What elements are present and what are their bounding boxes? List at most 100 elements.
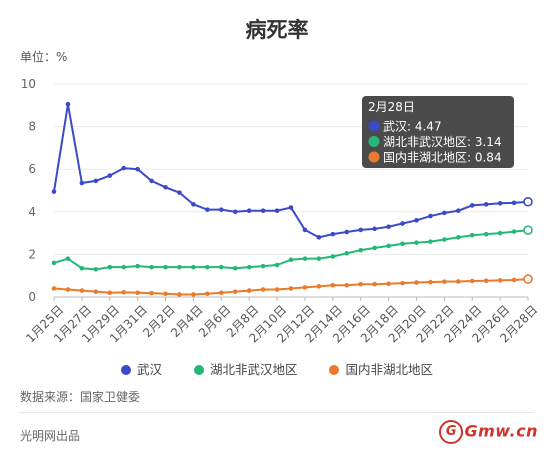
data-point: [330, 254, 336, 259]
data-point: [316, 284, 322, 289]
data-point: [107, 264, 113, 270]
legend-label: 湖北非武汉地区: [209, 362, 298, 377]
data-point: [483, 278, 489, 284]
data-point: [414, 218, 419, 223]
data-point: [191, 264, 196, 270]
legend-item-outside-hubei[interactable]: 国内非湖北地区: [329, 359, 433, 378]
data-point: [79, 288, 85, 293]
data-point: [218, 207, 224, 212]
data-point: [330, 231, 336, 237]
data-point: [386, 224, 391, 230]
data-point: [372, 226, 377, 232]
data-point: [414, 280, 419, 285]
footer-divider: [20, 412, 534, 413]
publisher-credit: 光明网出品: [20, 429, 81, 443]
legend-label: 武汉: [136, 362, 162, 377]
data-point: [511, 200, 517, 206]
data-point: [400, 280, 405, 286]
data-point: [523, 196, 533, 207]
data-point: [455, 279, 461, 284]
data-point: [497, 278, 503, 283]
data-point: [428, 213, 433, 219]
data-point: [523, 225, 533, 235]
data-point: [511, 277, 517, 283]
legend-dot-icon: [193, 365, 204, 375]
data-point: [386, 243, 391, 249]
data-point: [246, 288, 252, 293]
data-point: [302, 227, 308, 233]
tooltip-marker-icon: [368, 120, 380, 132]
data-point: [121, 165, 127, 171]
y-tick-label: 8: [28, 120, 36, 134]
data-point: [344, 282, 350, 288]
y-tick-label: 10: [21, 77, 36, 91]
data-point: [316, 235, 322, 240]
data-point: [107, 290, 113, 296]
data-point: [51, 286, 57, 291]
logo-text: Gmw.cn: [464, 421, 538, 441]
data-point: [163, 291, 168, 297]
line-chart: 02468101月25日1月27日1月29日1月31日2月2日2月4日2月6日2…: [21, 77, 541, 346]
data-point: [232, 289, 238, 294]
data-point: [260, 287, 266, 292]
data-source: 数据来源：国家卫健委: [20, 390, 141, 404]
data-point: [135, 263, 140, 269]
data-point: [177, 292, 182, 297]
data-point: [79, 180, 85, 186]
data-point: [65, 101, 71, 107]
data-point: [191, 292, 196, 297]
data-point: [163, 185, 168, 190]
data-point: [302, 285, 308, 290]
data-point: [121, 290, 127, 295]
y-tick-label: 4: [28, 205, 36, 219]
tooltip-marker-icon: [368, 136, 380, 147]
data-point: [414, 240, 419, 245]
tooltip-box: [362, 96, 514, 168]
data-point: [288, 205, 294, 210]
legend-item-hubei-ex-wuhan[interactable]: 湖北非武汉地区: [193, 359, 298, 378]
legend-item-wuhan[interactable]: 武汉: [120, 359, 162, 378]
gmw-logo: G Gmw.cn: [439, 420, 538, 444]
data-point: [344, 251, 350, 256]
tooltip-line: 湖北非武汉地区: 3.14: [383, 134, 502, 149]
data-point: [386, 281, 391, 287]
data-point: [79, 265, 85, 271]
data-point: [511, 229, 517, 234]
data-point: [497, 230, 503, 236]
legend: 武汉 湖北非武汉地区 国内非湖北地区: [0, 359, 554, 378]
data-point: [246, 208, 252, 214]
data-point: [469, 278, 475, 284]
data-point: [400, 221, 405, 226]
data-point: [260, 263, 266, 269]
data-point: [428, 279, 433, 285]
data-point: [205, 264, 210, 270]
unit-label: 单位：%: [20, 50, 68, 64]
data-point: [288, 286, 294, 291]
data-point: [330, 282, 336, 288]
data-point: [51, 189, 57, 194]
data-point: [274, 262, 280, 268]
data-point: [469, 232, 475, 238]
data-point: [483, 202, 489, 207]
data-point: [232, 265, 238, 271]
legend-dot-icon: [329, 365, 340, 375]
data-point: [455, 235, 461, 240]
data-point: [428, 239, 433, 244]
data-point: [372, 245, 377, 251]
tooltip-marker-icon: [368, 151, 380, 163]
data-point: [93, 178, 99, 184]
data-point: [135, 166, 140, 172]
y-tick-label: 6: [28, 162, 36, 176]
data-point: [246, 264, 252, 270]
data-point: [442, 237, 447, 242]
data-point: [205, 291, 210, 297]
data-point: [135, 290, 140, 296]
data-point: [177, 190, 182, 195]
y-tick-label: 0: [28, 290, 36, 304]
data-point: [274, 287, 280, 292]
data-point: [260, 208, 266, 214]
data-point: [93, 267, 99, 272]
data-point: [483, 231, 489, 237]
data-point: [288, 257, 294, 263]
data-point: [358, 281, 364, 287]
